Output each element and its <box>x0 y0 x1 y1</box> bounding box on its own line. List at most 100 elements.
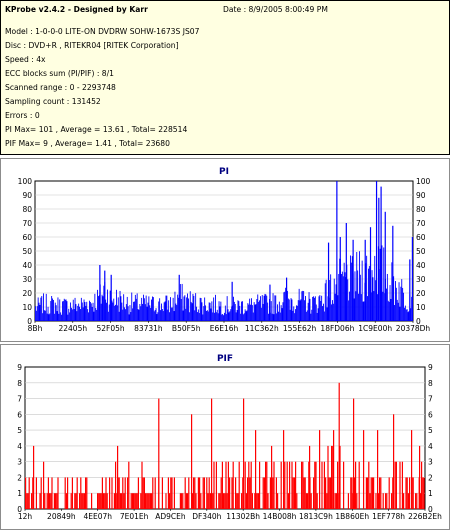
pif-spike <box>363 430 365 509</box>
pif-bar <box>194 477 196 509</box>
pi-bar <box>58 313 60 321</box>
pi-spike <box>345 223 347 321</box>
pi-bar <box>311 309 313 321</box>
pi-bar <box>71 309 73 321</box>
pif-bar <box>232 461 234 509</box>
pif-bar <box>31 493 33 509</box>
pif-bar <box>215 461 217 509</box>
pif-bar <box>220 477 222 509</box>
pi-spike <box>392 225 394 321</box>
pif-bar <box>392 477 394 509</box>
pi-bar <box>139 303 141 321</box>
pif-bar <box>199 477 201 509</box>
pi-bar <box>61 314 62 321</box>
pif-bar <box>169 493 171 509</box>
pif-bar <box>161 477 163 509</box>
pi-bar <box>196 306 197 321</box>
pi-bar <box>134 301 135 321</box>
pi-bar <box>44 310 46 321</box>
pi-bar <box>205 305 206 321</box>
pif-bar <box>323 461 325 509</box>
pi-bar <box>143 298 145 321</box>
y-tick-label-right: 40 <box>416 261 426 270</box>
y-tick-label-right: 9 <box>428 363 433 372</box>
pif-bar <box>40 477 42 509</box>
pi-bar <box>138 309 140 321</box>
pif-spike <box>211 398 213 509</box>
x-tick-label: 20849h <box>47 512 76 521</box>
x-tick-label: 11302Bh <box>226 512 260 521</box>
pif-bar <box>334 493 336 509</box>
pi-bar <box>275 295 277 321</box>
pi-bar <box>132 308 134 321</box>
pi-bar <box>86 301 88 321</box>
pi-bar <box>338 274 340 321</box>
pi-bar <box>268 313 269 321</box>
errors-info: Errors : 0 <box>5 111 40 120</box>
pif-bar <box>208 477 210 509</box>
pif-bar <box>382 493 384 509</box>
pif-bar <box>171 477 173 509</box>
y-tick-label-left: 50 <box>22 247 32 256</box>
pif-bar <box>251 493 253 509</box>
pif-bar <box>242 477 244 509</box>
pif-bar <box>85 477 87 509</box>
x-tick-label: 83731h <box>134 324 163 333</box>
pi-bar <box>321 295 323 321</box>
pif-bar <box>212 493 214 509</box>
pi-bar <box>90 303 92 321</box>
pif-spike <box>333 430 335 509</box>
pi-bar <box>379 248 381 321</box>
y-tick-label-right: 90 <box>416 191 426 200</box>
pi-bar <box>194 310 196 321</box>
pi-bar <box>288 299 290 321</box>
pi-bar <box>176 305 178 321</box>
pif-spike <box>33 445 35 509</box>
pif-bar <box>316 493 318 509</box>
pif-bar <box>406 477 408 509</box>
pi-bar <box>152 297 154 321</box>
pif-bar <box>308 461 310 509</box>
pi-bar <box>161 309 163 321</box>
pif-bar <box>368 461 370 509</box>
pi-bar <box>93 311 95 321</box>
pif-bar <box>407 493 409 509</box>
pif-bar <box>350 477 352 509</box>
y-tick-label-left: 8 <box>17 379 22 388</box>
pi-bar <box>121 302 123 321</box>
pif-bar <box>182 493 184 509</box>
pi-bar <box>169 312 170 321</box>
pif-spike <box>419 445 421 509</box>
pif-bar <box>421 461 423 509</box>
pi-bar <box>317 308 319 321</box>
pi-bar <box>305 311 307 321</box>
pi-bar <box>106 302 107 321</box>
pif-bar <box>388 477 390 509</box>
pif-bar <box>128 461 130 509</box>
pi-bar <box>308 292 310 321</box>
pif-bar <box>373 477 375 509</box>
pi-bar <box>403 292 404 321</box>
pi-bar <box>112 302 114 321</box>
sampling-info: Sampling count : 131452 <box>5 97 101 106</box>
pi-bar <box>283 292 285 321</box>
pif-bar <box>335 493 337 509</box>
pi-bar <box>127 306 129 321</box>
pi-bar <box>100 303 102 321</box>
pi-bar <box>313 296 314 321</box>
pif-bar <box>386 493 388 509</box>
pif-bar <box>266 461 268 509</box>
pi-bar <box>150 307 152 321</box>
pif-bar <box>147 493 149 509</box>
pi-bar <box>246 310 248 321</box>
pif-bar <box>395 461 397 509</box>
pi-bar <box>342 276 344 321</box>
pi-bar <box>152 296 153 321</box>
pif-bar <box>405 477 407 509</box>
pi-bar <box>284 291 286 321</box>
info-panel: KProbe v2.4.2 - Designed by Karr Date : … <box>0 0 450 155</box>
pif-bar <box>25 477 27 509</box>
pif-bar <box>83 493 85 509</box>
pi-bar <box>125 309 126 321</box>
pi-bar <box>354 271 356 321</box>
